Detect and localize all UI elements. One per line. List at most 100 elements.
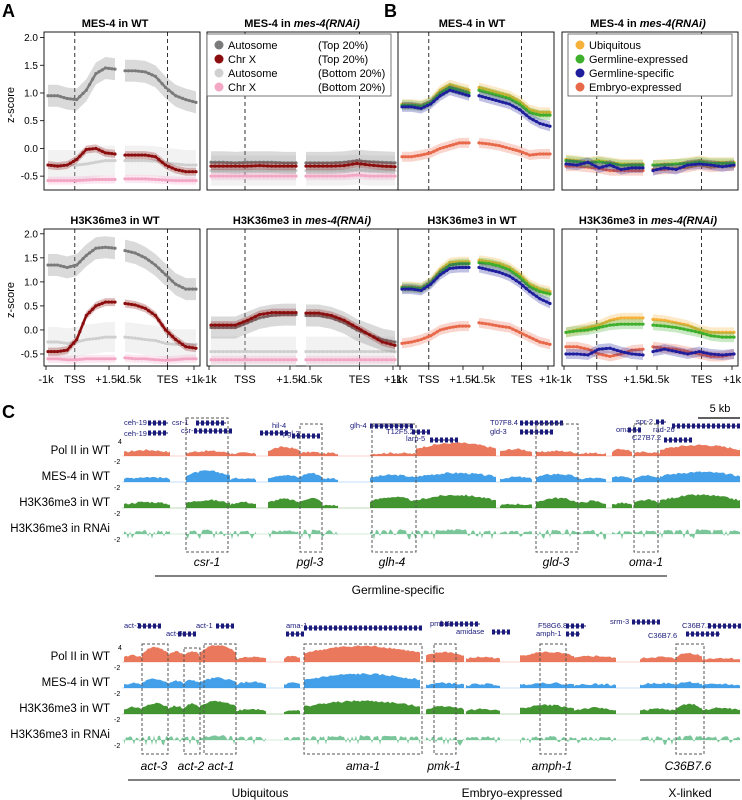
series-point (448, 261, 452, 265)
series-point (623, 350, 627, 354)
highlight-label-glh-4: glh-4 (379, 555, 406, 569)
series-point (209, 323, 213, 327)
series-point (637, 166, 641, 170)
series-point (670, 162, 674, 166)
series-point (389, 358, 393, 362)
series-point (81, 338, 85, 342)
series-point (467, 94, 471, 98)
gene-label: T12F5.2 (386, 427, 414, 436)
series-point (334, 164, 338, 168)
series-point (75, 163, 79, 167)
series-point (511, 276, 515, 280)
series-point (282, 168, 286, 173)
x-tick-label: TSS (586, 374, 607, 386)
series-point (511, 98, 515, 102)
series-point (221, 164, 225, 168)
series-point (304, 161, 308, 165)
gene-exon (419, 625, 422, 631)
series-point (147, 338, 151, 342)
y-tick-label: -0.5 (21, 172, 39, 183)
signal-track (124, 476, 170, 482)
gene-exon (455, 621, 458, 627)
series-point (174, 282, 178, 286)
series-point (225, 174, 229, 178)
series-point (107, 159, 111, 163)
series-point (541, 110, 545, 114)
series-point (384, 160, 389, 165)
series-point (209, 349, 213, 354)
group-label-germline: Germline-specific (352, 583, 445, 597)
series-point (249, 319, 254, 323)
series-point (441, 89, 446, 93)
series-point (325, 164, 329, 168)
gene-exon (384, 625, 387, 631)
series-point (457, 85, 462, 90)
series-point (541, 290, 545, 294)
series-point (290, 358, 294, 362)
series-point (504, 145, 508, 150)
track-label-h3krnai-2: H3K36me3 in RNAi (10, 729, 110, 741)
series-point (194, 287, 198, 291)
gene-exon (492, 629, 495, 635)
series-point (338, 349, 342, 354)
gene-exon (718, 623, 721, 629)
series-point (84, 357, 88, 361)
series-point (490, 262, 495, 267)
series-point (571, 352, 575, 356)
gene-exon (148, 420, 151, 426)
series-point (662, 324, 667, 328)
series-point (484, 90, 488, 94)
series-point (579, 162, 583, 166)
series-point (514, 148, 518, 152)
series-point (435, 276, 439, 280)
series-point (338, 168, 342, 173)
series-point (65, 178, 69, 183)
series-point (720, 353, 725, 357)
series-point (110, 357, 114, 361)
series-point (68, 178, 72, 183)
series-point (380, 340, 384, 344)
series-point (575, 160, 579, 164)
series-point (678, 350, 682, 354)
signal-track (634, 451, 660, 456)
series-point (94, 304, 98, 308)
series-point (393, 168, 397, 173)
y-tick-label: 1.5 (24, 253, 38, 264)
series-point (630, 168, 634, 173)
series-point (325, 313, 329, 317)
series-point (524, 333, 528, 338)
series-line (306, 162, 396, 168)
series-point (534, 338, 539, 342)
series-point (662, 347, 667, 351)
signal-track (200, 677, 236, 688)
series-point (209, 325, 213, 330)
series-point (100, 159, 104, 163)
signal-track (702, 683, 740, 688)
series-point (221, 174, 225, 178)
series-point (384, 349, 389, 354)
series-point (167, 342, 171, 346)
series-point (160, 160, 164, 164)
series-point (376, 358, 380, 362)
gene-exon (414, 625, 417, 631)
series-point (409, 105, 414, 109)
series-point (213, 174, 217, 178)
legend-a-marker-3 (214, 68, 224, 78)
series-point (659, 167, 663, 171)
gene-exon (647, 619, 650, 625)
scale-bar-label: 5 kb (710, 403, 731, 415)
series-point (52, 164, 56, 168)
series-point (507, 146, 512, 151)
gene-exon (214, 428, 217, 434)
series-point (329, 358, 334, 362)
series-point (81, 321, 85, 326)
series-point (579, 328, 583, 333)
series-point (225, 160, 229, 165)
gene-exon (450, 621, 453, 627)
series-point (372, 168, 376, 173)
gene-exon (375, 423, 378, 429)
series-point (270, 358, 274, 362)
series-point (682, 351, 686, 355)
series-point (487, 142, 491, 146)
gene-exon (317, 433, 320, 439)
